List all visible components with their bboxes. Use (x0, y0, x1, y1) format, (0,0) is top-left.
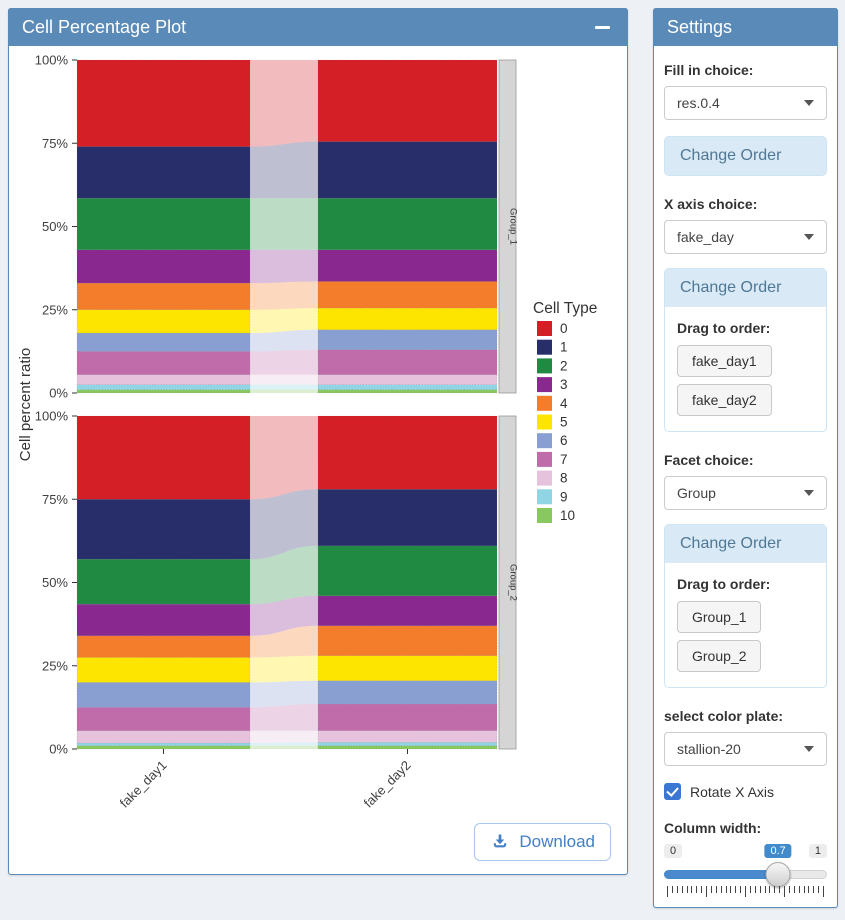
cell-percentage-plot-box: Cell Percentage Plot 0% 25% 50% 75% 100% Grou… (8, 8, 628, 875)
slider-fill (664, 870, 779, 879)
color-plate-select[interactable]: stallion-20 (664, 732, 827, 766)
settings-box-header: Settings (653, 8, 838, 46)
svg-text:Group_2: Group_2 (508, 564, 519, 601)
svg-text:75%: 75% (42, 492, 68, 507)
svg-text:8: 8 (560, 471, 568, 486)
svg-text:2: 2 (560, 358, 568, 373)
slider-max-label: 1 (808, 844, 827, 858)
drag-item-group-1[interactable]: Group_1 (677, 601, 762, 633)
svg-text:fake_day1: fake_day1 (117, 758, 170, 811)
x-axis-choice-select[interactable]: fake_day (664, 220, 827, 254)
chevron-down-icon (804, 746, 814, 752)
facet-choice-label: Facet choice: (664, 452, 754, 468)
chevron-down-icon (804, 490, 814, 496)
minus-icon (595, 25, 610, 29)
x-axis-choice-label: X axis choice: (664, 196, 758, 212)
x-order-panel: Change Order Drag to order: fake_day1 fa… (664, 268, 827, 432)
cell-percentage-chart: 0% 25% 50% 75% 100% Group_1 0% 25% 50% 75% 100% Gro… (17, 53, 597, 811)
fill-change-order-button[interactable]: Change Order (664, 136, 827, 176)
svg-text:0: 0 (560, 321, 568, 336)
plot-box-title: Cell Percentage Plot (22, 16, 187, 37)
column-width-slider: 0 1 0.7 (664, 844, 827, 908)
svg-text:75%: 75% (42, 136, 68, 151)
slider-handle[interactable] (765, 862, 791, 887)
svg-text:10: 10 (560, 508, 575, 523)
fill-choice-select[interactable]: res.0.4 (664, 86, 827, 120)
slider-tick-marks (667, 886, 824, 900)
svg-text:5: 5 (560, 415, 568, 430)
download-button[interactable]: Download (474, 823, 611, 861)
svg-text:0%: 0% (49, 742, 68, 757)
facet-order-panel: Change Order Drag to order: Group_1 Grou… (664, 524, 827, 688)
svg-text:6: 6 (560, 433, 568, 448)
svg-text:0%: 0% (49, 386, 68, 401)
x-drag-to-order-label: Drag to order: (677, 320, 771, 336)
facet-choice-value: Group (677, 485, 716, 501)
rotate-x-axis-label: Rotate X Axis (690, 783, 775, 800)
rotate-x-axis-row: Rotate X Axis (664, 783, 827, 800)
plot-box-body: 0% 25% 50% 75% 100% Group_1 0% 25% 50% 75% 100% Gro… (9, 46, 627, 875)
svg-text:Cell Type: Cell Type (533, 300, 597, 317)
drag-item-group-2[interactable]: Group_2 (677, 640, 762, 672)
fill-choice-value: res.0.4 (677, 95, 720, 111)
svg-text:3: 3 (560, 377, 568, 392)
settings-box-body: Fill in choice: res.0.4 Change Order X a… (654, 46, 837, 920)
x-order-panel-header: Change Order (665, 269, 826, 307)
chevron-down-icon (804, 100, 814, 106)
slider-value-badge: 0.7 (764, 844, 792, 858)
slider-min-label: 0 (664, 844, 683, 858)
drag-item-fake-day1[interactable]: fake_day1 (677, 345, 772, 377)
color-plate-value: stallion-20 (677, 741, 741, 757)
column-width-label: Column width: (664, 820, 762, 836)
svg-text:fake_day2: fake_day2 (361, 758, 414, 811)
svg-text:100%: 100% (35, 53, 69, 68)
svg-text:25%: 25% (42, 658, 68, 673)
rotate-x-axis-checkbox[interactable] (664, 783, 681, 800)
color-plate-label: select color plate: (664, 708, 784, 724)
svg-text:Cell percent ratio: Cell percent ratio (17, 348, 34, 461)
fill-choice-label: Fill in choice: (664, 62, 754, 78)
plot-box-header: Cell Percentage Plot (8, 8, 628, 46)
download-icon (494, 834, 507, 848)
x-axis-choice-value: fake_day (677, 229, 734, 245)
download-label: Download (519, 832, 595, 851)
svg-text:50%: 50% (42, 219, 68, 234)
svg-text:1: 1 (560, 340, 568, 355)
svg-text:Group_1: Group_1 (508, 208, 519, 245)
svg-text:7: 7 (560, 452, 568, 467)
settings-box-title: Settings (667, 16, 733, 37)
svg-text:50%: 50% (42, 575, 68, 590)
x-order-panel-body: Drag to order: fake_day1 fake_day2 (665, 307, 826, 431)
facet-order-panel-header: Change Order (665, 525, 826, 563)
facet-order-panel-body: Drag to order: Group_1 Group_2 (665, 563, 826, 687)
svg-text:9: 9 (560, 489, 568, 504)
collapse-box-button[interactable] (591, 22, 614, 33)
facet-choice-select[interactable]: Group (664, 476, 827, 510)
facet-drag-to-order-label: Drag to order: (677, 576, 771, 592)
drag-item-fake-day2[interactable]: fake_day2 (677, 384, 772, 416)
chevron-down-icon (804, 234, 814, 240)
settings-box: Settings Fill in choice: res.0.4 Change … (653, 8, 838, 908)
svg-text:25%: 25% (42, 302, 68, 317)
svg-text:100%: 100% (35, 409, 69, 424)
svg-text:4: 4 (560, 396, 568, 411)
